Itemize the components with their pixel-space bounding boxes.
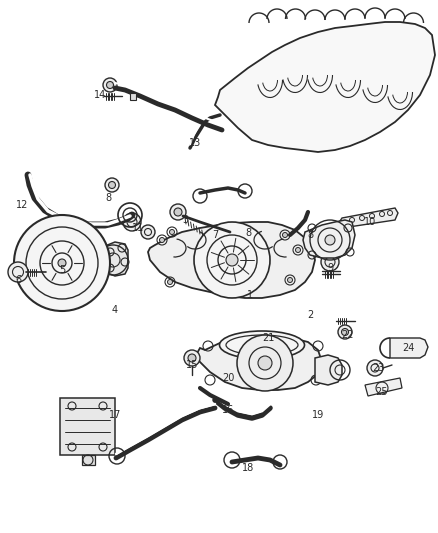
- Circle shape: [287, 278, 293, 282]
- Circle shape: [105, 178, 119, 192]
- Text: 20: 20: [222, 373, 234, 383]
- Circle shape: [367, 360, 383, 376]
- Circle shape: [226, 254, 238, 266]
- Polygon shape: [100, 242, 128, 276]
- Circle shape: [170, 230, 174, 235]
- Text: 17: 17: [109, 410, 121, 420]
- Circle shape: [338, 325, 352, 339]
- Polygon shape: [60, 398, 115, 455]
- Text: 4: 4: [112, 305, 118, 315]
- Text: 21: 21: [262, 333, 274, 343]
- Circle shape: [321, 253, 339, 271]
- Circle shape: [159, 238, 165, 243]
- Text: 23: 23: [372, 363, 384, 373]
- Text: 15: 15: [186, 360, 198, 370]
- Text: 10: 10: [364, 217, 376, 227]
- Polygon shape: [390, 338, 428, 358]
- Polygon shape: [148, 222, 315, 298]
- Text: 8: 8: [245, 228, 251, 238]
- Polygon shape: [215, 22, 435, 152]
- Circle shape: [237, 335, 293, 391]
- Text: 13: 13: [189, 138, 201, 148]
- Circle shape: [58, 259, 66, 267]
- Circle shape: [184, 350, 200, 366]
- Polygon shape: [82, 455, 95, 465]
- Text: 1: 1: [247, 290, 253, 300]
- Text: 7: 7: [212, 230, 218, 240]
- Text: 3: 3: [182, 215, 188, 225]
- Polygon shape: [338, 208, 398, 228]
- Circle shape: [325, 235, 335, 245]
- Circle shape: [103, 78, 117, 92]
- Polygon shape: [315, 355, 342, 385]
- Text: 24: 24: [402, 343, 414, 353]
- Circle shape: [283, 232, 287, 238]
- Text: 12: 12: [16, 200, 28, 210]
- Polygon shape: [130, 93, 136, 100]
- Circle shape: [286, 241, 293, 248]
- Text: 14: 14: [94, 90, 106, 100]
- Text: 8: 8: [307, 230, 313, 240]
- Circle shape: [123, 213, 141, 231]
- Text: 6: 6: [15, 275, 21, 285]
- Text: 11: 11: [132, 223, 144, 233]
- Polygon shape: [365, 378, 402, 396]
- Circle shape: [106, 82, 113, 88]
- Text: 8: 8: [105, 193, 111, 203]
- Ellipse shape: [219, 331, 304, 359]
- Polygon shape: [196, 336, 322, 390]
- Circle shape: [170, 204, 186, 220]
- Circle shape: [141, 225, 155, 239]
- Text: 5: 5: [59, 265, 65, 275]
- Text: 22: 22: [342, 330, 354, 340]
- Circle shape: [342, 328, 349, 335]
- Text: 19: 19: [312, 410, 324, 420]
- Circle shape: [8, 262, 28, 282]
- Circle shape: [194, 222, 270, 298]
- Polygon shape: [303, 220, 355, 258]
- Circle shape: [109, 182, 116, 189]
- Text: 2: 2: [307, 310, 313, 320]
- Circle shape: [296, 247, 300, 253]
- Circle shape: [258, 356, 272, 370]
- Circle shape: [174, 208, 182, 216]
- Circle shape: [188, 354, 196, 362]
- Circle shape: [14, 215, 110, 311]
- Text: 9: 9: [327, 263, 333, 273]
- Circle shape: [244, 235, 251, 241]
- Text: 18: 18: [242, 463, 254, 473]
- Text: 16: 16: [222, 405, 234, 415]
- Text: 25: 25: [376, 387, 388, 397]
- Circle shape: [167, 279, 173, 285]
